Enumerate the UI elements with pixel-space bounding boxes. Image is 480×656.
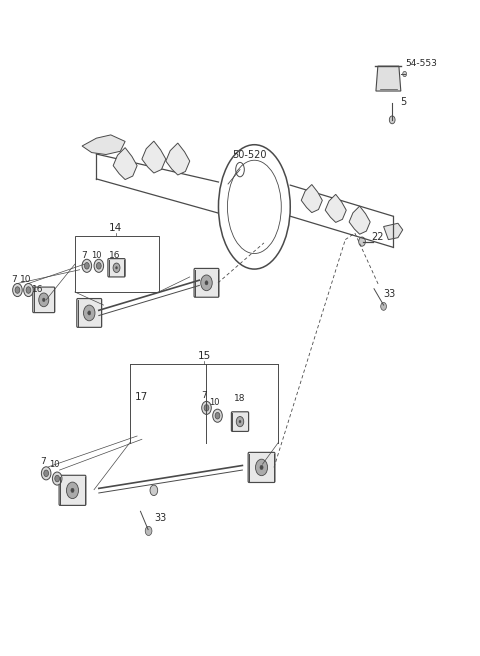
- Circle shape: [121, 161, 129, 171]
- Circle shape: [260, 465, 263, 470]
- Circle shape: [239, 420, 241, 423]
- Text: 15: 15: [197, 351, 211, 361]
- Text: 16: 16: [32, 285, 44, 294]
- Text: 54-553: 54-553: [405, 59, 437, 68]
- Bar: [75, 236, 158, 292]
- FancyBboxPatch shape: [231, 412, 249, 432]
- Text: 7: 7: [81, 251, 87, 260]
- Polygon shape: [301, 184, 323, 213]
- Text: 10: 10: [91, 251, 101, 260]
- Circle shape: [26, 287, 31, 293]
- Circle shape: [88, 311, 91, 315]
- Circle shape: [357, 218, 363, 226]
- Circle shape: [41, 467, 51, 480]
- Circle shape: [12, 283, 22, 297]
- Circle shape: [44, 470, 48, 477]
- Circle shape: [71, 488, 74, 493]
- Text: 22: 22: [372, 232, 384, 241]
- Circle shape: [24, 283, 33, 297]
- Circle shape: [84, 262, 89, 269]
- Polygon shape: [142, 141, 166, 173]
- Circle shape: [96, 262, 101, 269]
- Text: 10: 10: [209, 398, 219, 407]
- Text: 7: 7: [11, 275, 17, 284]
- Circle shape: [255, 459, 267, 476]
- Text: 5: 5: [400, 98, 407, 108]
- Circle shape: [236, 417, 244, 426]
- Circle shape: [42, 298, 45, 302]
- FancyBboxPatch shape: [248, 453, 275, 483]
- Circle shape: [39, 293, 49, 307]
- Circle shape: [145, 526, 152, 535]
- Circle shape: [202, 401, 211, 415]
- Circle shape: [150, 154, 157, 164]
- Polygon shape: [82, 135, 125, 155]
- Text: 33: 33: [154, 513, 166, 523]
- Circle shape: [359, 237, 365, 246]
- Circle shape: [84, 305, 95, 321]
- Text: 10: 10: [49, 461, 60, 470]
- Circle shape: [82, 259, 92, 272]
- Text: 10: 10: [20, 275, 31, 284]
- Text: 16: 16: [109, 251, 120, 260]
- FancyBboxPatch shape: [194, 268, 219, 297]
- Text: 50-520: 50-520: [232, 150, 267, 160]
- FancyBboxPatch shape: [59, 476, 86, 505]
- Circle shape: [150, 485, 157, 495]
- Circle shape: [213, 409, 222, 422]
- Circle shape: [204, 405, 209, 411]
- Polygon shape: [349, 206, 370, 234]
- Text: 7: 7: [40, 457, 46, 466]
- Circle shape: [116, 266, 118, 269]
- Circle shape: [205, 281, 208, 285]
- FancyBboxPatch shape: [108, 258, 125, 277]
- Text: 18: 18: [234, 394, 246, 403]
- Text: 7: 7: [201, 391, 206, 400]
- Circle shape: [94, 259, 104, 272]
- Polygon shape: [166, 143, 190, 175]
- Circle shape: [309, 196, 315, 205]
- Circle shape: [174, 156, 181, 166]
- Polygon shape: [376, 66, 401, 91]
- Circle shape: [113, 263, 120, 272]
- Circle shape: [55, 476, 60, 482]
- Circle shape: [201, 275, 212, 291]
- Circle shape: [389, 116, 395, 124]
- Polygon shape: [325, 194, 346, 222]
- FancyBboxPatch shape: [33, 287, 55, 313]
- Text: 14: 14: [109, 223, 122, 233]
- Circle shape: [403, 72, 407, 77]
- Polygon shape: [384, 223, 403, 239]
- FancyBboxPatch shape: [77, 298, 102, 327]
- Text: 33: 33: [384, 289, 396, 298]
- Circle shape: [381, 302, 386, 310]
- Circle shape: [15, 287, 20, 293]
- Circle shape: [333, 206, 339, 215]
- Text: 17: 17: [135, 392, 148, 402]
- Circle shape: [52, 472, 62, 485]
- Circle shape: [66, 482, 79, 499]
- Circle shape: [215, 413, 220, 419]
- Polygon shape: [113, 148, 137, 180]
